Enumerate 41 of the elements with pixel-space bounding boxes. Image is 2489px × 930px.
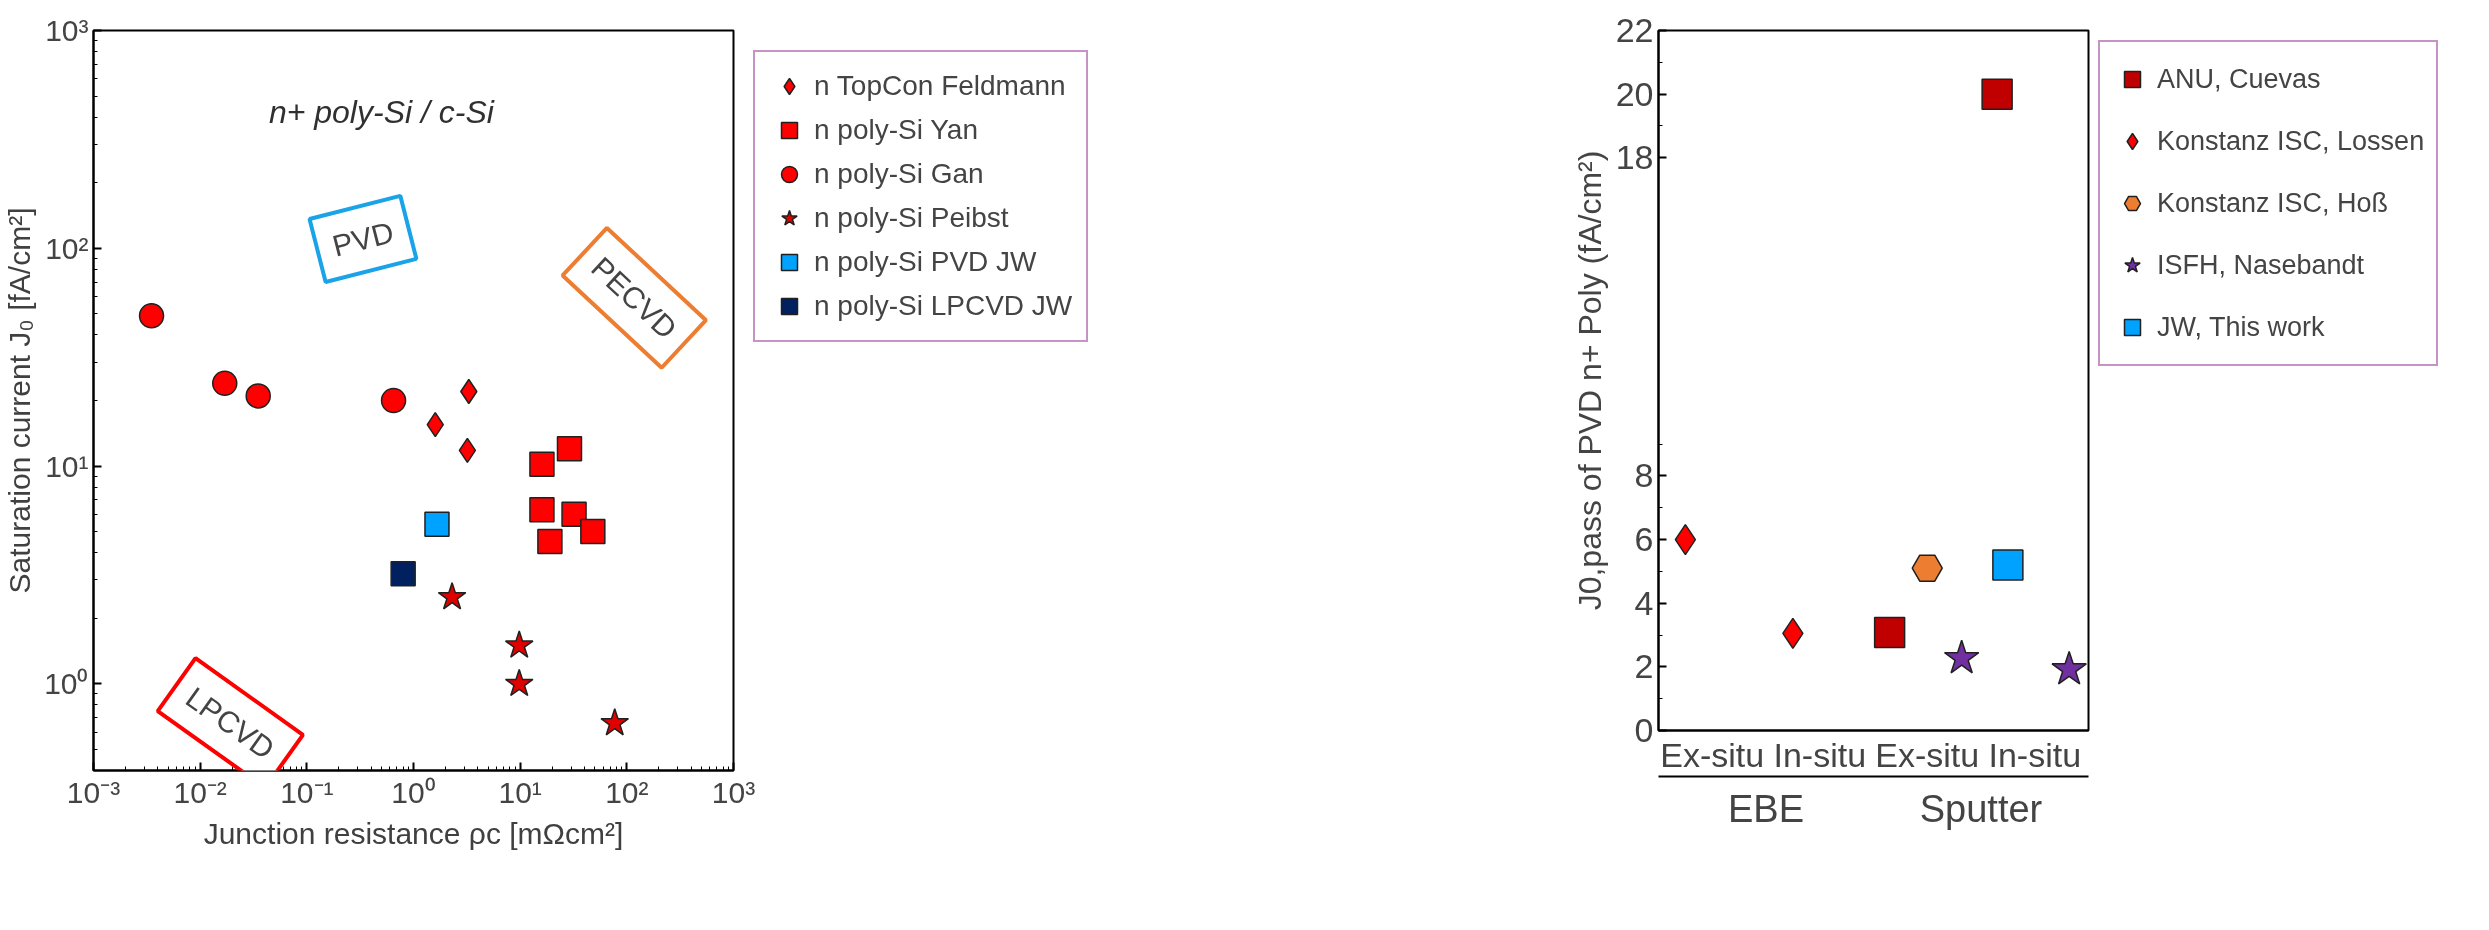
y-axis-title: Saturation current J₀ [fA/cm²] [3,207,37,594]
x-tick-label: 10⁰ [391,775,436,809]
legend-label: n poly-Si Peibst [814,201,1009,235]
text: Sputter [1919,787,2043,830]
legend-label: Konstanz ISC, Hoß [2157,186,2389,220]
x-tick-label: 10⁻¹ [280,775,334,809]
y-tick-label: 8 [1634,456,1654,495]
x-tick-label: 10⁻³ [66,775,121,809]
annotation: n+ poly-Si / c-Si [268,93,495,130]
legend-label: Konstanz ISC, Lossen [2157,124,2425,158]
legend-label: n poly-Si Gan [814,157,984,191]
legend-label: n poly-Si LPCVD JW [814,289,1073,323]
y-tick-label: 10² [45,231,89,265]
x-tick-label: Ex-situ [1875,735,1980,774]
x-tick-label: 10³ [711,775,756,809]
y-tick-label: 6 [1634,520,1654,559]
x-tick-label: 10² [605,775,649,809]
x-tick-label: Ex-situ [1660,735,1765,774]
legend-label: n TopCon Feldmann [814,69,1066,103]
legend-label: ISFH, Nasebandt [2157,248,2365,282]
y-tick-label: 2 [1634,647,1654,686]
y-tick-label: 10⁰ [44,667,89,701]
x-tick-label: 10⁻² [173,775,227,809]
legend-label: JW, This work [2157,310,2325,344]
y-tick-label: 22 [1615,11,1654,49]
x-tick-label: 10¹ [498,775,542,809]
y-tick-label: 0 [1634,711,1654,749]
x-tick-label: In-situ [1773,735,1867,774]
annotation: PVD [329,215,397,263]
x-axis-title: Junction resistance ρc [mΩcm²] [203,816,624,850]
y-tick-label: 18 [1615,138,1654,177]
legend-label: n poly-Si PVD JW [814,245,1037,279]
legend-label: ANU, Cuevas [2157,62,2321,96]
y-tick-label: 10³ [45,14,89,47]
legend-label: n poly-Si Yan [814,113,978,147]
y-tick-label: 10¹ [45,449,89,483]
y-axis-title: J0,pass of PVD n+ Poly (fA/cm²) [1571,150,1608,611]
x-tick-label: In-situ [1988,735,2082,774]
y-tick-label: 20 [1615,74,1654,113]
y-tick-label: 4 [1634,583,1654,622]
text: EBE [1727,787,1805,830]
